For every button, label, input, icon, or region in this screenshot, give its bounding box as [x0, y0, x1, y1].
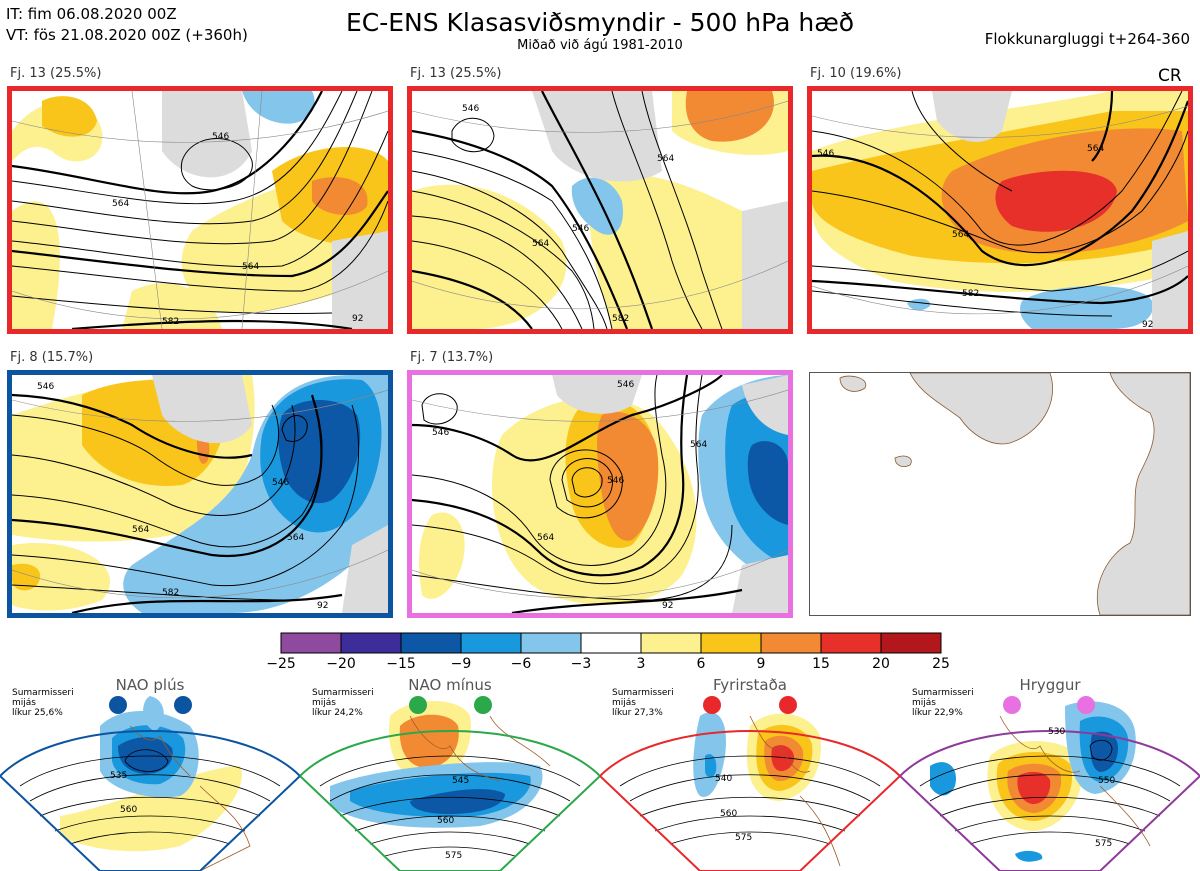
contour-label: 92 [317, 601, 328, 611]
colorbar-tick-label: 15 [812, 656, 830, 672]
regime-ridge: 530 550 575 Hryggur Sumarmisseri mijás lík… [900, 676, 1200, 871]
regime-title: Hryggur [1019, 676, 1081, 694]
contour-label: 564 [287, 533, 304, 543]
contour-label: 546 [37, 382, 54, 392]
colorbar-cell [820, 632, 882, 654]
cluster-map-4: 546 564 546 564 582 92 [7, 370, 393, 618]
cluster-map-5: 546 546 546 564 564 92 [407, 370, 793, 618]
colorbar-tick-label: 3 [636, 656, 646, 672]
cluster-map-2: 546 564 546 564 582 [407, 86, 793, 334]
contour-label: 546 [272, 478, 289, 488]
colorbar-cell [760, 632, 822, 654]
init-time: IT: fim 06.08.2020 00Z [6, 5, 177, 23]
colorbar-tick-label: −3 [570, 656, 592, 672]
contour-label: 582 [612, 314, 629, 324]
regime-contour-label: 550 [1098, 776, 1115, 786]
regime-note: Sumarmisseri mijás líkur 22,9% [912, 688, 974, 718]
regime-note: Sumarmisseri mijás líkur 24,2% [312, 688, 374, 718]
contour-label: 546 [212, 132, 229, 142]
contour-label: 564 [952, 230, 969, 240]
colorbar-cell [520, 632, 582, 654]
colorbar-cell [400, 632, 462, 654]
colorbar-tick-label: 9 [756, 656, 766, 672]
regime-contour-label: 560 [720, 809, 737, 819]
cluster-map-3: 546 564 564 582 92 [807, 86, 1193, 334]
colorbar-tick-label: 20 [872, 656, 890, 672]
panel-2-label: Fj. 13 (25.5%) [410, 66, 502, 81]
valid-time: VT: fös 21.08.2020 00Z (+360h) [6, 26, 248, 44]
regime-title: Fyrirstaða [713, 676, 787, 694]
colorbar-cell [460, 632, 522, 654]
cluster-map-1: 546 564 564 582 92 [7, 86, 393, 334]
regime-contour-label: 530 [1048, 727, 1065, 737]
colorbar-tick-label: −20 [326, 656, 356, 672]
contour-label: 564 [657, 154, 674, 164]
contour-label: 564 [132, 525, 149, 535]
colorbar-cell [880, 632, 942, 654]
cluster-map-6-empty [809, 372, 1191, 616]
contour-label: 92 [1142, 320, 1153, 329]
contour-label: 564 [1087, 144, 1104, 154]
panel-3-label: Fj. 10 (19.6%) [810, 66, 902, 81]
colorbar-tick-label: −15 [386, 656, 416, 672]
contour-label: 564 [537, 533, 554, 543]
contour-label: 582 [162, 588, 179, 598]
contour-label: 92 [662, 601, 673, 611]
page-title: EC-ENS Klasasviðsmyndir - 500 hPa hæð [345, 8, 855, 37]
contour-label: 546 [617, 380, 634, 390]
contour-label: 564 [532, 239, 549, 249]
regime-contour-label: 575 [735, 833, 752, 843]
colorbar-tick-label: 25 [932, 656, 950, 672]
regime-contour-label: 535 [110, 771, 127, 781]
contour-label: 582 [162, 317, 179, 327]
contour-label: 546 [817, 149, 834, 159]
colorbar-tick-label: −25 [266, 656, 296, 672]
header-info: IT: fim 06.08.2020 00Z VT: fös 21.08.202… [6, 4, 248, 46]
corner-label: CR [1158, 66, 1182, 86]
contour-label: 564 [242, 262, 259, 272]
regime-contour-label: 560 [437, 816, 454, 826]
contour-label: 92 [352, 314, 363, 324]
colorbar-cell [700, 632, 762, 654]
regime-contour-label: 575 [445, 851, 462, 861]
contour-label: 546 [432, 428, 449, 438]
panel-1-label: Fj. 13 (25.5%) [10, 66, 102, 81]
regime-blocking: 540 560 575 Fyrirstaða Sumarmisseri mijás… [600, 676, 900, 871]
colorbar-cell [340, 632, 402, 654]
contour-label: 546 [572, 224, 589, 234]
regime-contour-label: 575 [1095, 839, 1112, 849]
colorbar-cell [580, 632, 642, 654]
panel-5-label: Fj. 7 (13.7%) [410, 350, 494, 365]
colorbar-cell [280, 632, 342, 654]
contour-label: 546 [607, 476, 624, 486]
regime-title: NAO mínus [408, 676, 492, 694]
contour-label: 546 [462, 104, 479, 114]
colorbar-tick-label: 6 [696, 656, 706, 672]
contour-label: 564 [112, 199, 129, 209]
regime-contour-label: 540 [715, 774, 732, 784]
regime-title: NAO plús [115, 676, 185, 694]
regime-nao-minus: 545 560 575 NAO mínus Sumarmisseri mijás l… [300, 676, 600, 871]
regime-nao-plus: 535 560 NAO plús Sumarmisseri mijás líkur … [0, 676, 300, 871]
regime-note: Sumarmisseri mijás líkur 25,6% [12, 688, 74, 718]
regime-contour-label: 560 [120, 805, 137, 815]
page-subtitle: Miðað við ágú 1981-2010 [517, 38, 683, 53]
colorbar [280, 632, 942, 654]
regime-contour-label: 545 [452, 776, 469, 786]
contour-label: 582 [962, 289, 979, 299]
colorbar-tick-label: −9 [450, 656, 472, 672]
panel-4-label: Fj. 8 (15.7%) [10, 350, 94, 365]
classification-window: Flokkunargluggi t+264-360 [984, 30, 1190, 48]
contour-label: 564 [690, 440, 707, 450]
colorbar-tick-label: −6 [510, 656, 532, 672]
colorbar-cell [640, 632, 702, 654]
regime-note: Sumarmisseri mijás líkur 27,3% [612, 688, 674, 718]
